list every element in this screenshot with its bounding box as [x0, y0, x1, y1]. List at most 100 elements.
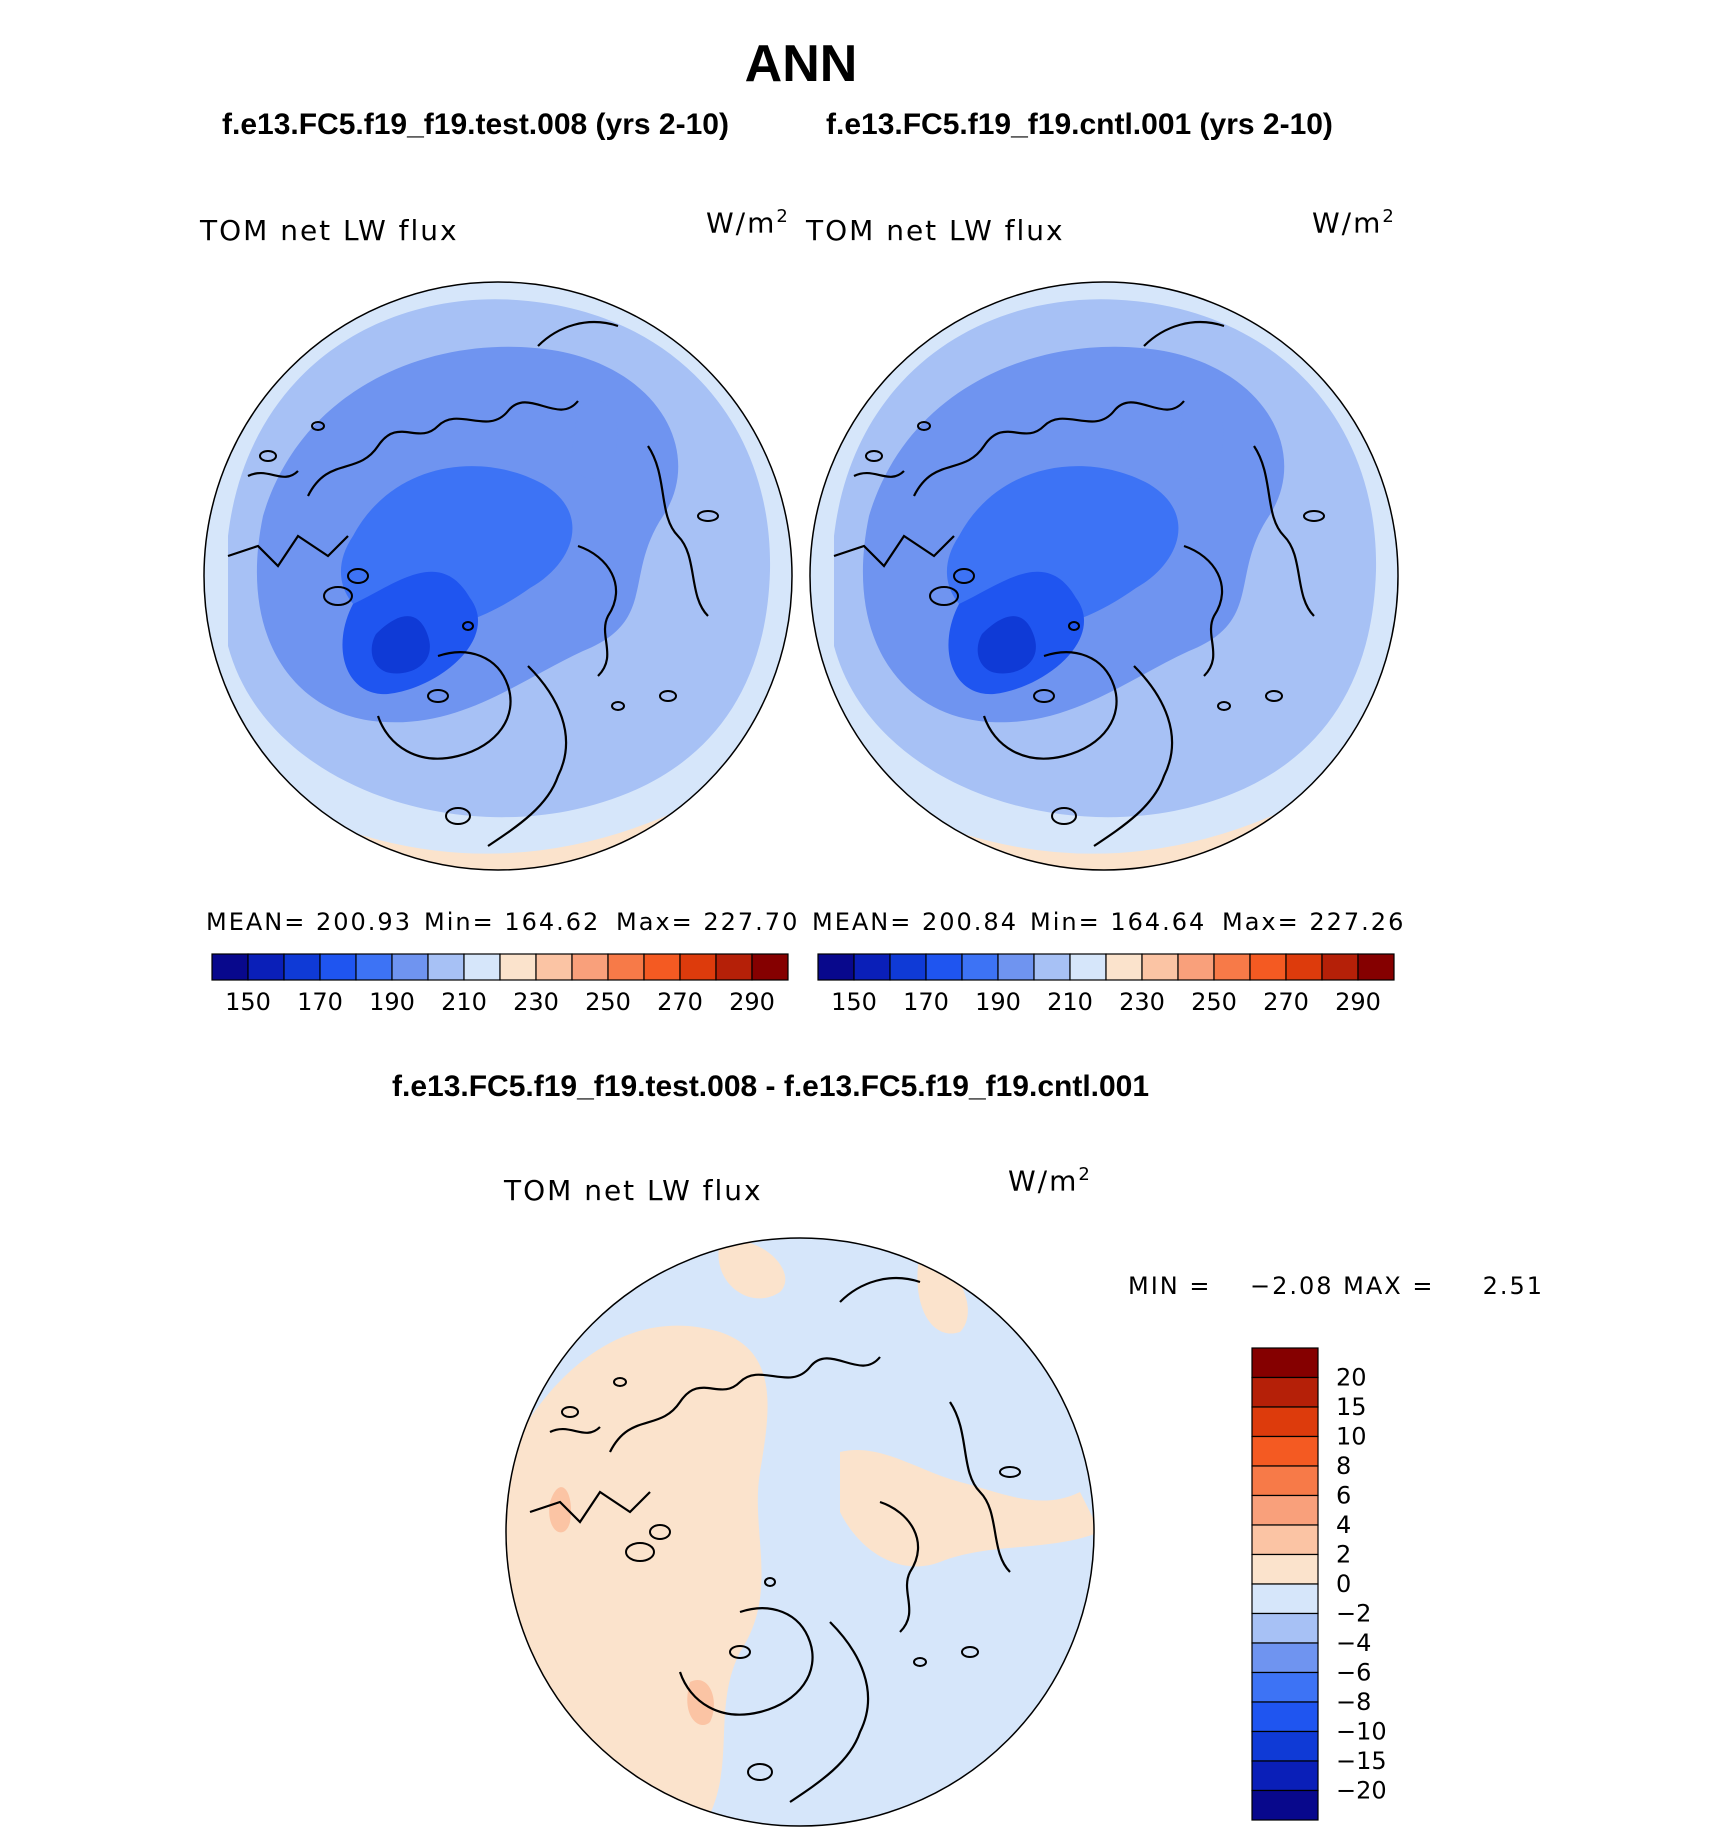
coastline-island — [999, 1466, 1021, 1478]
coastline-island — [764, 1577, 776, 1587]
diff-colorbar-swatch — [1251, 1406, 1319, 1438]
diff-fill-warm-east — [840, 1450, 1094, 1567]
colorbar-swatch — [427, 953, 465, 981]
diff-colorbar-swatch — [1251, 1730, 1319, 1762]
diff-fill-warm-patch — [718, 1240, 786, 1299]
colorbar-tick-label: 230 — [513, 988, 559, 1016]
diff-colorbar-tick-label: 4 — [1336, 1511, 1351, 1539]
colorbar-tick-label: 270 — [1263, 988, 1309, 1016]
diff-polar-map — [506, 1238, 1094, 1826]
diff-panel-title: f.e13.FC5.f19_f19.test.008 - f.e13.FC5.f… — [392, 1070, 1150, 1103]
colorbar-swatch — [211, 953, 249, 981]
colorbar-swatch — [391, 953, 429, 981]
coastline — [549, 1426, 601, 1434]
coastline-island — [649, 1524, 671, 1540]
diff-colorbar-tick-label: 6 — [1336, 1482, 1351, 1510]
diff-colorbar-swatch — [1251, 1553, 1319, 1585]
map-fill-warm — [874, 806, 1334, 870]
coastline — [647, 445, 709, 617]
right-polar-map — [810, 282, 1398, 870]
colorbar-tick-label: 150 — [831, 988, 877, 1016]
coastline — [853, 470, 905, 478]
left-mean-stat: MEAN= 200.93 — [206, 908, 412, 936]
coastline — [678, 1607, 814, 1716]
colorbar-tick-label: 150 — [225, 988, 271, 1016]
colorbar-swatch — [643, 953, 681, 981]
coastline — [949, 1401, 1011, 1573]
diff-colorbar-swatch — [1251, 1347, 1319, 1379]
diff-colorbar-tick-label: 8 — [1336, 1452, 1351, 1480]
colorbar-tick-label: 250 — [585, 988, 631, 1016]
right-min-stat: Min= 164.64 — [1030, 908, 1207, 936]
coastline-island — [1265, 690, 1283, 702]
coastline-island — [1303, 510, 1325, 522]
colorbar-swatch — [1357, 953, 1395, 981]
diff-colorbar-tick-label: −10 — [1336, 1718, 1387, 1746]
coastline — [982, 651, 1118, 760]
colorbar-tick-label: 290 — [1335, 988, 1381, 1016]
map-fill-warm — [268, 806, 728, 870]
colorbar-swatch — [1105, 953, 1143, 981]
diff-colorbar-swatch — [1251, 1789, 1319, 1821]
main-title: ANN — [744, 35, 858, 93]
right-panel-title: f.e13.FC5.f19_f19.cntl.001 (yrs 2-10) — [826, 108, 1333, 141]
coastline-island — [611, 701, 625, 711]
colorbar-swatch — [463, 953, 501, 981]
diff-colorbar-tick-label: 10 — [1336, 1423, 1367, 1451]
map-fill-mid-patch — [572, 399, 618, 479]
colorbar-tick-label: 210 — [1047, 988, 1093, 1016]
diff-colorbar-tick-label: 2 — [1336, 1541, 1351, 1569]
right-colorbar: 150 170 190 210 230 250 270 290 — [817, 953, 1395, 1016]
colorbar-swatch — [1285, 953, 1323, 981]
coastline-island — [625, 1542, 655, 1562]
diff-colorbar-swatch — [1251, 1612, 1319, 1644]
coastline — [833, 534, 955, 568]
colorbar-swatch — [1177, 953, 1215, 981]
diff-colorbar-swatch — [1251, 1701, 1319, 1733]
coastline — [839, 1277, 921, 1303]
colorbar-swatch — [607, 953, 645, 981]
right-mean-stat: MEAN= 200.84 — [812, 908, 1018, 936]
diff-colorbar-swatch — [1251, 1376, 1319, 1408]
left-min-stat: Min= 164.62 — [424, 908, 601, 936]
diff-units-label: W/m2 — [1008, 1164, 1092, 1198]
coastline-island — [917, 421, 931, 431]
coastline — [1093, 665, 1174, 847]
diff-colorbar-swatch — [1251, 1465, 1319, 1497]
coastline — [376, 651, 512, 760]
colorbar-tick-label: 210 — [441, 988, 487, 1016]
colorbar-tick-label: 290 — [729, 988, 775, 1016]
left-polar-map — [204, 282, 792, 870]
colorbar-swatch — [817, 953, 855, 981]
coastline — [913, 400, 1185, 497]
coastline-island — [1051, 807, 1077, 825]
diff-colorbar-swatch — [1251, 1524, 1319, 1556]
coastline-island — [561, 1406, 579, 1418]
colorbar-swatch — [499, 953, 537, 981]
colorbar-swatch — [889, 953, 927, 981]
colorbar-swatch — [571, 953, 609, 981]
map-fill-core — [371, 616, 430, 674]
coastline-island — [865, 450, 883, 462]
diff-fill-spot — [549, 1487, 571, 1533]
left-units-label: W/m2 — [706, 206, 790, 240]
coastline-island — [445, 807, 471, 825]
coastline-island — [1217, 701, 1231, 711]
right-variable-label: TOM net LW flux — [806, 214, 1065, 247]
coastline — [227, 534, 349, 568]
colorbar-tick-label: 250 — [1191, 988, 1237, 1016]
diff-colorbar-swatch — [1251, 1671, 1319, 1703]
colorbar-swatch — [1069, 953, 1107, 981]
coastline-island — [659, 690, 677, 702]
left-colorbar: 150 170 190 210 230 250 270 290 — [211, 953, 789, 1016]
coastline-island — [259, 450, 277, 462]
diff-colorbar-tick-label: 20 — [1336, 1364, 1367, 1392]
diff-colorbar-swatch — [1251, 1583, 1319, 1615]
colorbar-swatch — [247, 953, 285, 981]
coastline-island — [427, 689, 449, 703]
coastline-island — [729, 1645, 751, 1659]
coastline-island — [1033, 689, 1055, 703]
diff-colorbar-tick-label: −4 — [1336, 1629, 1371, 1657]
diff-colorbar-tick-label: 0 — [1336, 1570, 1351, 1598]
